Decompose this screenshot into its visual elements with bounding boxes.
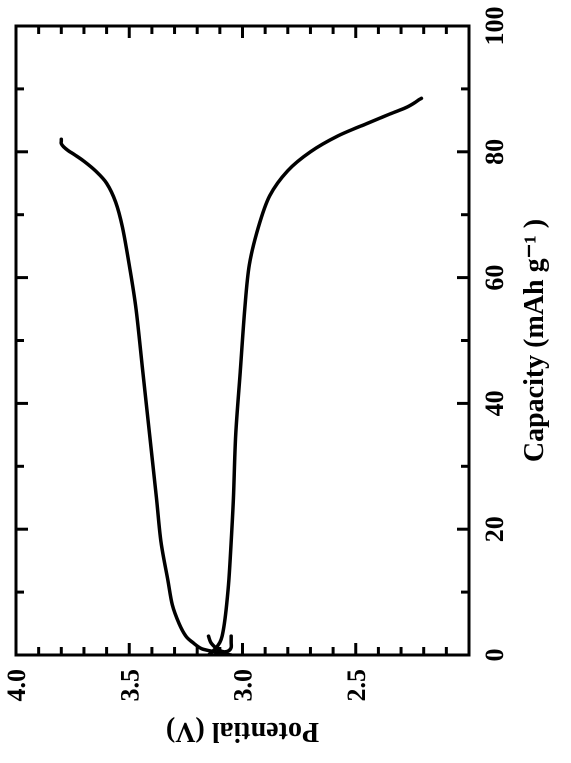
x-axis-label: Capacity (mAh g⁻¹ )	[519, 219, 550, 462]
y-tick-label: 2.5	[342, 669, 371, 702]
y-axis-label: Potential (V)	[166, 716, 319, 747]
x-tick-label: 40	[480, 390, 509, 416]
x-tick-label: 80	[480, 139, 509, 165]
x-tick-label: 100	[480, 7, 509, 46]
y-tick-label: 3.0	[229, 669, 258, 702]
chart-svg: 0 20 40 60 80 100 2.5 3.0 3.5 4.0 Capacity (mAh g⁻…	[0, 0, 571, 763]
y-tick-label: 3.5	[115, 669, 144, 702]
x-tick-label: 0	[480, 649, 509, 662]
x-tick-label: 60	[480, 265, 509, 291]
chart-container: 0 20 40 60 80 100 2.5 3.0 3.5 4.0 Capacity (mAh g⁻…	[0, 0, 571, 763]
x-tick-label: 20	[480, 516, 509, 542]
y-tick-label: 4.0	[2, 669, 31, 702]
